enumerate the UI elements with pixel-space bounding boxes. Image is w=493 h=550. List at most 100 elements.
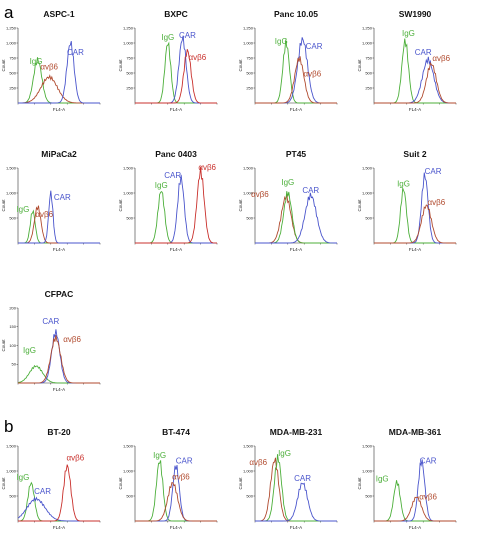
series-label: IgG: [402, 29, 415, 38]
y-axis-label: Count: [1, 477, 6, 490]
series-label: IgG: [376, 475, 389, 484]
series-label: αvβ6: [251, 190, 269, 199]
y-tick-label: 100: [9, 343, 16, 348]
y-axis-label: Count: [1, 59, 6, 72]
y-tick-label: 750: [246, 55, 253, 60]
series-label: αvβ6: [67, 454, 85, 463]
y-tick-label: 1,500: [6, 165, 17, 170]
panel-title: MDA-MB-361: [389, 427, 442, 437]
panel-title: BT-474: [162, 427, 190, 437]
series-label: IgG: [153, 451, 166, 460]
y-axis-label: Count: [118, 477, 123, 490]
y-tick-label: 250: [9, 85, 16, 90]
series-label: IgG: [16, 473, 29, 482]
histogram-panel: PT45 500 1,000 1,500 Count FL4-A αvβ6 IgG CAR: [238, 149, 338, 252]
panel-title: PT45: [286, 149, 307, 159]
histogram-panel: MDA-MB-231 500 1,000 1,500 Count FL4-A αvβ6 IgG…: [238, 427, 338, 530]
y-tick-label: 500: [126, 493, 133, 498]
series-label: CAR: [420, 457, 437, 466]
y-tick-label: 1,000: [362, 190, 373, 195]
y-tick-label: 500: [9, 215, 16, 220]
series-label: CAR: [54, 193, 71, 202]
series-label: CAR: [179, 31, 196, 40]
series-label: αvβ6: [172, 473, 190, 482]
panel-title: ASPC-1: [43, 9, 74, 19]
series-label: IgG: [161, 33, 174, 42]
panel-title: BXPC: [164, 9, 188, 19]
series-label: IgG: [16, 205, 29, 214]
y-axis-label: Count: [238, 199, 243, 212]
y-tick-label: 750: [9, 55, 16, 60]
y-tick-label: 1,500: [243, 443, 254, 448]
histogram-curve-avb6: [17, 74, 100, 104]
x-axis-label: FL4-A: [170, 107, 182, 112]
series-label: αvβ6: [304, 70, 322, 79]
y-tick-label: 500: [246, 493, 253, 498]
histogram-curve-avb6: [255, 56, 337, 104]
series-label: CAR: [415, 48, 432, 57]
y-tick-label: 250: [365, 85, 372, 90]
y-axis-label: Count: [238, 477, 243, 490]
histogram-curve-avb6: [374, 496, 456, 522]
histogram-curve-car: [18, 190, 100, 244]
panel-letter-b: b: [4, 417, 13, 436]
series-label: IgG: [281, 178, 294, 187]
y-tick-label: 1,000: [243, 40, 254, 45]
y-axis-label: Count: [118, 199, 123, 212]
y-tick-label: 500: [365, 493, 372, 498]
histogram-curve-igg: [18, 209, 100, 244]
y-tick-label: 250: [246, 85, 253, 90]
x-axis-label: FL4-A: [290, 247, 302, 252]
y-tick-label: 1,500: [123, 443, 134, 448]
series-label: CAR: [67, 48, 84, 57]
y-tick-label: 500: [246, 215, 253, 220]
y-tick-label: 1,000: [123, 190, 134, 195]
series-label: αvβ6: [198, 163, 216, 172]
x-axis-label: FL4-A: [170, 525, 182, 530]
histogram-curve-car: [255, 192, 337, 244]
histogram-curve-car: [135, 35, 217, 104]
histogram-panel: CFPAC 50 100 150 200 Count FL4-A IgG CAR αvβ6: [1, 289, 101, 392]
histogram-curve-car: [255, 482, 337, 522]
histogram-curve-avb6: [18, 464, 100, 522]
histogram-curve-avb6: [374, 61, 456, 104]
histogram-curve-car: [374, 172, 456, 244]
series-label: IgG: [275, 37, 288, 46]
histogram-curve-car: [374, 56, 456, 104]
histogram-panel: SW1990 250 500 750 1,000 1,250 Count FL4-A IgG CA…: [357, 9, 457, 112]
histogram-curve-igg: [255, 39, 337, 104]
y-tick-label: 50: [12, 362, 17, 367]
series-label: IgG: [30, 57, 43, 66]
y-tick-label: 1,000: [6, 468, 17, 473]
y-tick-label: 1,500: [123, 165, 134, 170]
y-axis-label: Count: [357, 199, 362, 212]
y-axis-label: Count: [118, 59, 123, 72]
y-tick-label: 1,000: [362, 468, 373, 473]
x-axis-label: FL4-A: [290, 107, 302, 112]
y-axis-label: Count: [357, 59, 362, 72]
histogram-curve-igg: [374, 187, 456, 244]
series-label: CAR: [306, 42, 323, 51]
panel-title: MiPaCa2: [41, 149, 77, 159]
series-label: αvβ6: [419, 493, 437, 502]
histogram-panel: BT-474 500 1,000 1,500 Count FL4-A IgG CAR αvβ6: [118, 427, 218, 530]
panel-title: Suit 2: [403, 149, 426, 159]
histogram-panel: MDA-MB-361 500 1,000 1,500 Count FL4-A IgG CAR α…: [357, 427, 457, 530]
y-tick-label: 1,000: [123, 40, 134, 45]
series-label: αvβ6: [432, 54, 450, 63]
x-axis-label: FL4-A: [53, 387, 65, 392]
histogram-panel: Panc 10.05 250 500 750 1,000 1,250 Count FL4-A I…: [238, 9, 338, 112]
y-tick-label: 1,000: [6, 40, 17, 45]
histogram-curve-avb6: [255, 457, 337, 522]
histogram-curve-car: [374, 459, 456, 522]
x-axis-label: FL4-A: [409, 247, 421, 252]
series-label: CAR: [164, 171, 181, 180]
y-tick-label: 750: [126, 55, 133, 60]
x-axis-label: FL4-A: [409, 525, 421, 530]
y-tick-label: 500: [9, 493, 16, 498]
series-label: αvβ6: [427, 198, 445, 207]
histogram-curve-car: [18, 329, 100, 384]
histogram-curve-avb6: [135, 481, 217, 522]
